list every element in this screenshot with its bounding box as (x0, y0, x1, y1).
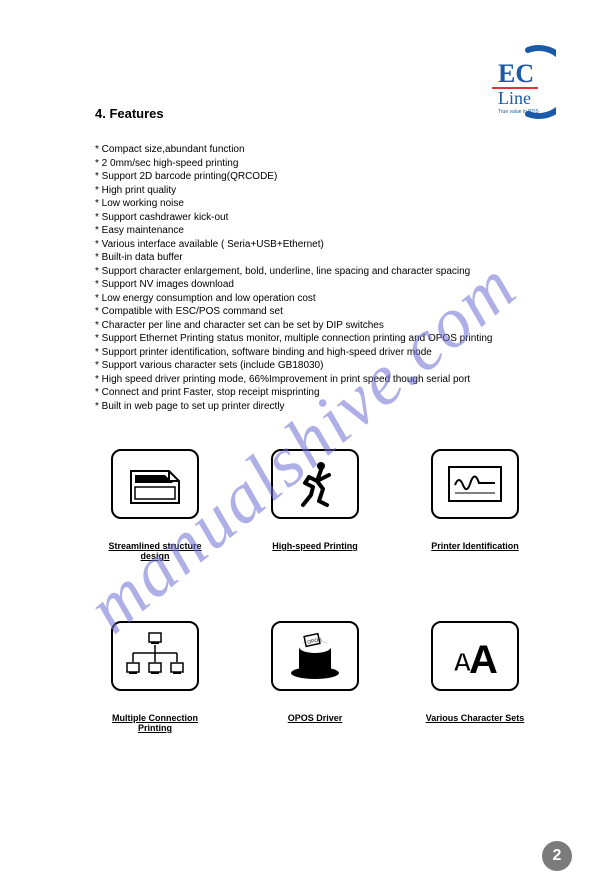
feature-item: * Support cashdrawer kick-out (95, 211, 549, 225)
feature-item: * Connect and print Faster, stop receipt… (95, 386, 549, 400)
svg-text:A: A (469, 638, 498, 682)
feature-item: * Support Ethernet Printing status monit… (95, 332, 549, 346)
icon-label: Various Character Sets (415, 713, 535, 723)
feature-item: * Low energy consumption and low operati… (95, 292, 549, 306)
feature-item: * Support 2D barcode printing(QRCODE) (95, 170, 549, 184)
feature-icon-cell: Streamlined structure design (95, 449, 215, 561)
svg-text:Line: Line (498, 88, 531, 108)
feature-icon-cell: OPOS OPOS Driver (255, 621, 375, 733)
runner-icon (271, 449, 359, 519)
feature-icon-cell: High-speed Printing (255, 449, 375, 561)
feature-item: * Character per line and character set c… (95, 319, 549, 333)
feature-item: * Easy maintenance (95, 224, 549, 238)
icon-grid: Streamlined structure design High-speed … (95, 449, 535, 733)
feature-icon-cell: Multiple Connection Printing (95, 621, 215, 733)
network-icon (111, 621, 199, 691)
feature-item: * High print quality (95, 184, 549, 198)
feature-item: * Compatible with ESC/POS command set (95, 305, 549, 319)
feature-item: * Support printer identification, softwa… (95, 346, 549, 360)
feature-item: * Support NV images download (95, 278, 549, 292)
signature-icon (431, 449, 519, 519)
feature-item: * Built-in data buffer (95, 251, 549, 265)
page-number: 2 (542, 841, 572, 871)
icon-label: High-speed Printing (255, 541, 375, 551)
svg-text:True value in POS: True value in POS (498, 109, 539, 115)
feature-item: * 2 0mm/sec high-speed printing (95, 157, 549, 171)
feature-icon-cell: Printer Identification (415, 449, 535, 561)
svg-text:EC: EC (498, 59, 534, 88)
feature-icon-cell: A A Various Character Sets (415, 621, 535, 733)
icon-label: Multiple Connection Printing (95, 713, 215, 733)
icon-label: Streamlined structure design (95, 541, 215, 561)
feature-list: * Compact size,abundant function * 2 0mm… (95, 143, 549, 413)
feature-item: * Various interface available ( Seria+US… (95, 238, 549, 252)
feature-item: * Low working noise (95, 197, 549, 211)
brand-logo: EC Line True value in POS (468, 42, 556, 122)
feature-item: * High speed driver printing mode, 66%Im… (95, 373, 549, 387)
opos-icon: OPOS (271, 621, 359, 691)
feature-item: * Support various character sets (includ… (95, 359, 549, 373)
feature-item: * Built in web page to set up printer di… (95, 400, 549, 414)
feature-item: * Support character enlargement, bold, u… (95, 265, 549, 279)
character-sets-icon: A A (431, 621, 519, 691)
icon-label: Printer Identification (415, 541, 535, 551)
icon-label: OPOS Driver (255, 713, 375, 723)
feature-item: * Compact size,abundant function (95, 143, 549, 157)
printer-icon (111, 449, 199, 519)
